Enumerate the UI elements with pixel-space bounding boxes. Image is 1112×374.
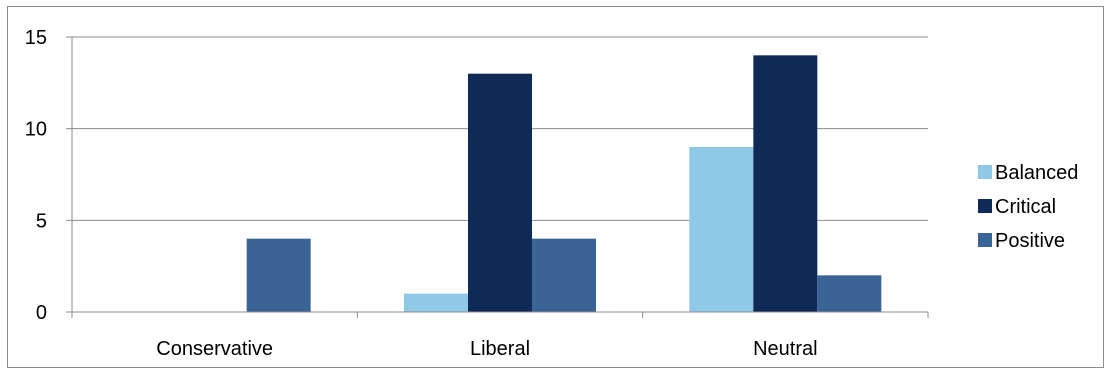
y-axis: 0 5 10 15 (25, 27, 73, 324)
y-tick-label: 10 (25, 119, 47, 141)
bar-balanced-neutral (689, 147, 754, 312)
bar-critical-neutral (753, 55, 818, 312)
bar-critical-liberal (468, 73, 532, 313)
x-category-label: Conservative (156, 338, 273, 360)
bar-positive-conservative (246, 238, 311, 312)
legend-label-positive: Positive (995, 230, 1065, 252)
x-category-label: Neutral (753, 338, 817, 360)
y-tick-label: 0 (36, 302, 47, 324)
legend-label-critical: Critical (995, 196, 1056, 218)
legend: Balanced Critical Positive (978, 162, 1078, 252)
legend-swatch-balanced (978, 165, 992, 179)
y-tick-label: 15 (25, 27, 47, 49)
bar-positive-liberal (532, 238, 596, 312)
bars (246, 55, 882, 313)
legend-swatch-positive (978, 233, 992, 247)
x-category-label: Liberal (470, 338, 530, 360)
legend-swatch-critical (978, 199, 992, 213)
legend-label-balanced: Balanced (995, 162, 1078, 184)
x-axis: Conservative Liberal Neutral (71, 311, 929, 360)
y-tick-label: 5 (36, 210, 47, 232)
bar-balanced-liberal (404, 293, 468, 312)
bar-positive-neutral (817, 275, 882, 312)
